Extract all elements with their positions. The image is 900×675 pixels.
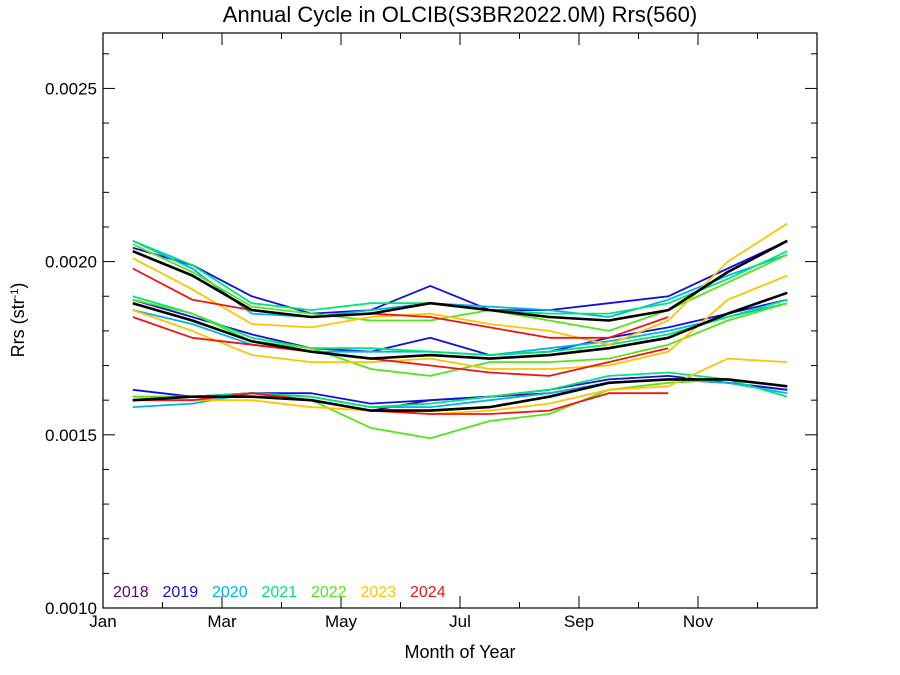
legend-2020: 2020 — [212, 584, 248, 601]
y-axis: 0.0010 0.0015 0.0020 0.0025 — [45, 53, 817, 618]
series-2023-line-1 — [132, 222, 788, 346]
x-tick-label: Nov — [683, 612, 714, 631]
series-mean-line-2 — [132, 291, 788, 360]
x-tick-label: May — [325, 612, 358, 631]
series-2023-line-2 — [132, 274, 788, 370]
legend: 2018 2019 2020 2021 2022 2023 2024 — [113, 584, 446, 601]
series-2023-line-3 — [132, 357, 788, 415]
legend-2022: 2022 — [311, 584, 347, 601]
y-tick-label: 0.0010 — [45, 599, 97, 618]
series-mean-line-1 — [132, 239, 788, 322]
x-tick-label: Jul — [449, 612, 471, 631]
y-tick-label: 0.0020 — [45, 253, 97, 272]
series-2021-line-2 — [132, 295, 788, 357]
legend-2023: 2023 — [361, 584, 397, 601]
legend-2018: 2018 — [113, 584, 149, 601]
series-2024-line-1 — [132, 267, 669, 339]
series-2019-line-1 — [132, 239, 788, 315]
x-tick-label: Mar — [207, 612, 237, 631]
legend-2019: 2019 — [163, 584, 199, 601]
y-tick-label: 0.0015 — [45, 426, 97, 445]
legend-2024: 2024 — [410, 584, 446, 601]
series-2021-line-1 — [132, 239, 788, 315]
series-2019-line-2 — [132, 298, 788, 357]
series-2024-line-2 — [132, 316, 669, 377]
y-axis-label-end: ) — [8, 283, 28, 289]
y-axis-label: Rrs (str-1) — [8, 283, 28, 358]
series-2020-line-3 — [132, 378, 788, 409]
x-axis-label: Month of Year — [404, 642, 515, 662]
x-tick-label: Sep — [564, 612, 594, 631]
series-2022-line-1 — [132, 243, 788, 332]
y-axis-label-main: Rrs (str — [8, 298, 28, 357]
chart-title: Annual Cycle in OLCIB(S3BR2022.0M) Rrs(5… — [223, 2, 697, 27]
series-2020-line-1 — [132, 239, 788, 318]
legend-2021: 2021 — [262, 584, 298, 601]
y-tick-label: 0.0025 — [45, 79, 97, 98]
x-axis: Jan Mar May Jul Sep Nov — [89, 33, 818, 631]
series-mean-line-3 — [132, 378, 788, 412]
series-layer — [132, 222, 788, 440]
y-axis-label-sup: -1 — [9, 289, 21, 299]
x-tick-label: Jan — [89, 612, 116, 631]
